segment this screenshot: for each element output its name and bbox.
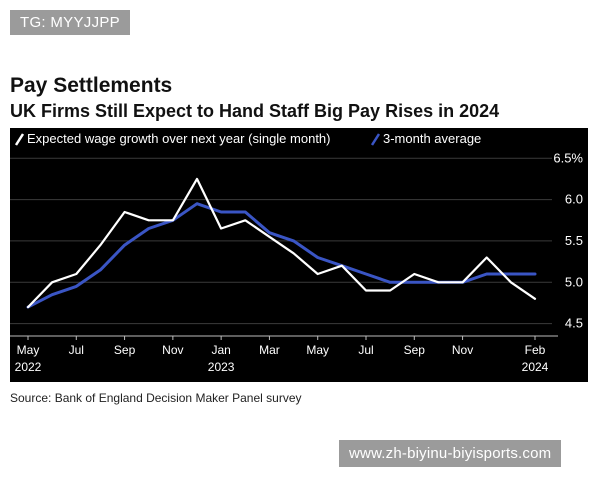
x-tick-year-label: 2022	[15, 360, 42, 374]
chart-panel: 6.5% 6.0 5.5 5.0 4.5 May 2022 Jul Sep Nov Jan 2023 M…	[10, 128, 588, 382]
x-tick-label: May	[306, 343, 329, 357]
series-line-single-month	[26, 177, 537, 309]
x-tick-label: Nov	[162, 343, 183, 357]
source-note: Source: Bank of England Decision Maker P…	[10, 391, 302, 405]
site-watermark: www.zh-biyinu-biyisports.com	[339, 440, 562, 467]
legend-swatch	[370, 133, 381, 146]
x-tick-label: Mar	[259, 343, 280, 357]
x-tick-label: Nov	[452, 343, 473, 357]
y-tick-label: 6.5%	[553, 150, 583, 165]
chart-subtitle: UK Firms Still Expect to Hand Staff Big …	[10, 101, 500, 121]
legend-label: Expected wage growth over next year (sin…	[27, 131, 331, 146]
y-tick-label: 4.5	[565, 316, 583, 331]
watermark-tag: TG: MYYJJPP	[10, 10, 130, 35]
x-tick-label: Jan	[211, 343, 230, 357]
legend-swatch	[14, 133, 25, 146]
x-tick-year-label: 2024	[522, 360, 549, 374]
series-line-3-month-average	[26, 202, 537, 309]
y-tick-label: 6.0	[565, 192, 583, 207]
x-tick-label: Feb	[525, 343, 546, 357]
x-tick-year-label: 2023	[208, 360, 235, 374]
line-chart: 6.5% 6.0 5.5 5.0 4.5 May 2022 Jul Sep Nov Jan 2023 M…	[10, 131, 583, 374]
x-tick-label: Jul	[358, 343, 373, 357]
x-tick-label: Jul	[69, 343, 84, 357]
chart-title: Pay Settlements	[10, 74, 173, 97]
legend-label: 3-month average	[383, 131, 481, 146]
x-tick-label: Sep	[114, 343, 136, 357]
x-tick-label: May	[17, 343, 40, 357]
x-tick-label: Sep	[404, 343, 426, 357]
y-tick-label: 5.0	[565, 274, 583, 289]
y-tick-label: 5.5	[565, 233, 583, 248]
